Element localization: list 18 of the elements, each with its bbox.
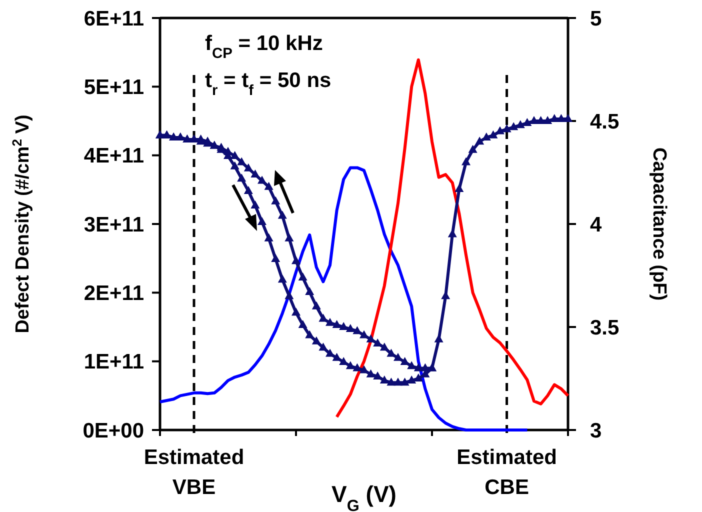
y2-tick-label: 4.5 bbox=[590, 110, 620, 134]
y-tick-label: 6E+11 bbox=[84, 7, 144, 30]
y-tick-label: 2E+11 bbox=[84, 282, 144, 306]
y2-tick-label: 4 bbox=[590, 213, 602, 236]
text: Estimated CBE bbox=[456, 446, 557, 499]
annotation: f$_{CP}$ = 10 kHz bbox=[205, 32, 323, 62]
y2-tick-label: 5 bbox=[590, 7, 602, 30]
y2-axis-title: Capacitance (pF) bbox=[648, 147, 670, 301]
x-axis-title: V$_{G}$ (V) bbox=[332, 481, 396, 512]
y-tick-label: 0E+00 bbox=[82, 419, 144, 442]
y-tick-label: 3E+11 bbox=[84, 213, 144, 236]
text: Estimated VBE bbox=[144, 446, 244, 499]
annotation: t$_{r}$ = t$_{f}$ = 50 ns bbox=[205, 69, 332, 99]
y2-tick-label: 3.5 bbox=[590, 316, 620, 340]
y-tick-label: 4E+11 bbox=[84, 144, 144, 168]
y-tick-label: 1E+11 bbox=[84, 350, 144, 374]
y-tick-label: 5E+11 bbox=[84, 76, 144, 100]
y2-tick-label: 3 bbox=[590, 419, 602, 442]
